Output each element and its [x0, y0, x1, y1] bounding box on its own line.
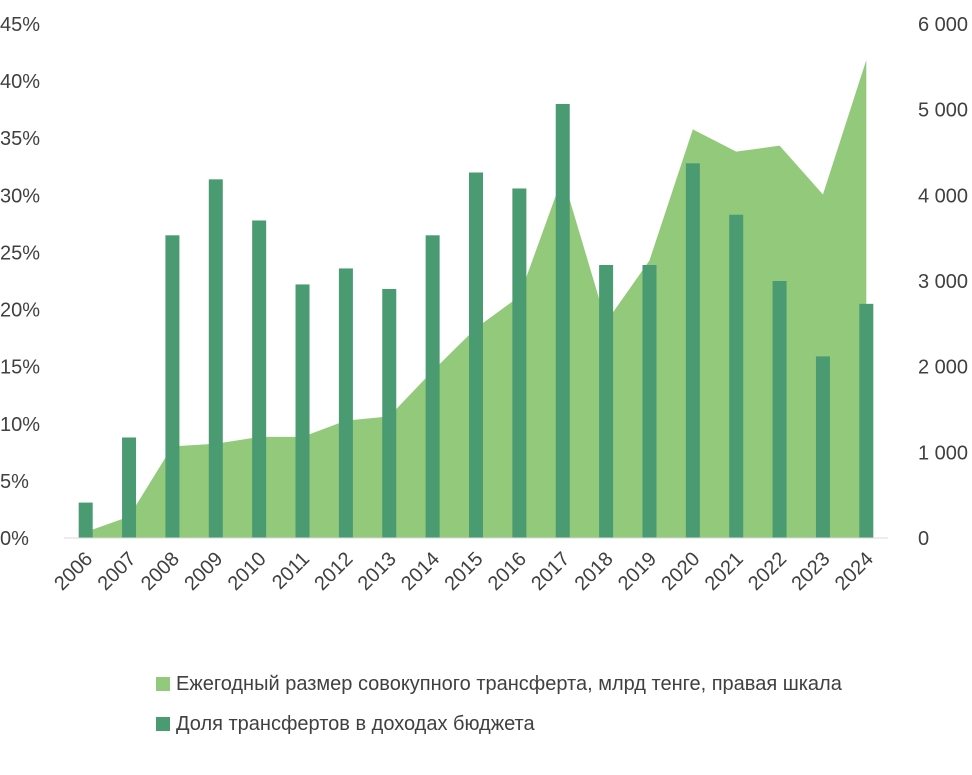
y-left-tick-label: 45%	[0, 14, 40, 36]
y-left-tick-label: 35%	[0, 128, 40, 150]
y-right-tick-label: 0	[918, 528, 929, 550]
y-left-tick-label: 0%	[0, 528, 29, 550]
bar-2024	[859, 303, 874, 538]
legend-item-area: Ежегодный размер совокупного трансферта,…	[156, 671, 842, 697]
bar-2010	[252, 220, 267, 538]
y-axis-left: 0% 5% 10% 15% 20% 25% 30% 35% 40% 45%	[0, 14, 40, 550]
x-tick-label-2013: 2013	[354, 548, 401, 595]
y-right-tick-label: 4 000	[918, 185, 968, 207]
y-left-tick-label: 40%	[0, 71, 40, 93]
x-tick-label-2023: 2023	[787, 548, 834, 595]
bar-2022	[772, 281, 787, 538]
bar-2016	[512, 188, 527, 539]
bar-2014	[425, 235, 440, 539]
legend-swatch-bar	[156, 717, 170, 731]
bar-2023	[815, 356, 830, 538]
legend-swatch-area	[156, 677, 170, 691]
bar-series-layer	[78, 103, 874, 539]
bar-2006	[78, 502, 93, 538]
y-right-tick-label: 5 000	[918, 100, 968, 122]
bar-2008	[165, 235, 180, 539]
y-left-tick-label: 25%	[0, 242, 40, 264]
bar-2019	[642, 265, 657, 538]
legend-label-area: Ежегодный размер совокупного трансферта,…	[176, 672, 842, 695]
x-tick-label-2017: 2017	[527, 548, 574, 595]
bar-2012	[338, 268, 353, 538]
x-tick-label-2022: 2022	[744, 548, 791, 595]
x-tick-label-2016: 2016	[484, 548, 531, 595]
y-right-tick-label: 3 000	[918, 271, 968, 293]
legend: Ежегодный размер совокупного трансферта,…	[156, 671, 842, 737]
y-left-tick-label: 30%	[0, 185, 40, 207]
x-tick-label-2008: 2008	[137, 548, 184, 595]
x-tick-label-2018: 2018	[571, 548, 618, 595]
y-left-tick-label: 15%	[0, 357, 40, 379]
x-tick-label-2007: 2007	[94, 548, 141, 595]
legend-item-bar: Доля трансфертов в доходах бюджета	[156, 711, 842, 737]
y-axis-right: 0 1 000 2 000 3 000 4 000 5 000 6 000	[918, 14, 968, 550]
bar-2015	[469, 172, 483, 538]
x-tick-label-2006: 2006	[50, 548, 97, 595]
x-tick-label-2015: 2015	[441, 548, 488, 595]
x-tick-label-2012: 2012	[310, 548, 357, 595]
x-tick-label-2021: 2021	[701, 548, 748, 595]
bar-2007	[122, 437, 137, 538]
x-tick-label-2020: 2020	[657, 548, 704, 595]
x-tick-label-2019: 2019	[614, 548, 661, 595]
bar-2021	[729, 214, 744, 539]
bar-2013	[382, 288, 397, 538]
bar-2011	[295, 284, 310, 538]
x-tick-label-2024: 2024	[831, 548, 878, 595]
x-tick-label-2011: 2011	[268, 548, 314, 594]
x-axis-ticks: 2006200720082009201020112012201320142015…	[50, 548, 878, 595]
bar-2018	[599, 265, 614, 538]
legend-label-bar: Доля трансфертов в доходах бюджета	[176, 712, 535, 735]
bar-2017	[555, 103, 570, 538]
bar-2020	[685, 163, 700, 538]
x-tick-label-2014: 2014	[397, 548, 444, 595]
bar-2009	[208, 179, 223, 538]
y-left-tick-label: 20%	[0, 300, 40, 322]
y-left-tick-label: 10%	[0, 414, 40, 436]
x-tick-label-2010: 2010	[224, 548, 271, 595]
y-right-tick-label: 1 000	[918, 442, 968, 464]
y-left-tick-label: 5%	[0, 471, 29, 493]
area-transfer-size	[85, 59, 867, 538]
y-right-tick-label: 2 000	[918, 357, 968, 379]
chart-canvas: 0% 5% 10% 15% 20% 25% 30% 35% 40% 45% 0 1 000 2 000…	[0, 14, 968, 595]
area-series-layer	[85, 59, 867, 538]
y-right-tick-label: 6 000	[918, 14, 968, 36]
x-tick-label-2009: 2009	[180, 548, 227, 595]
